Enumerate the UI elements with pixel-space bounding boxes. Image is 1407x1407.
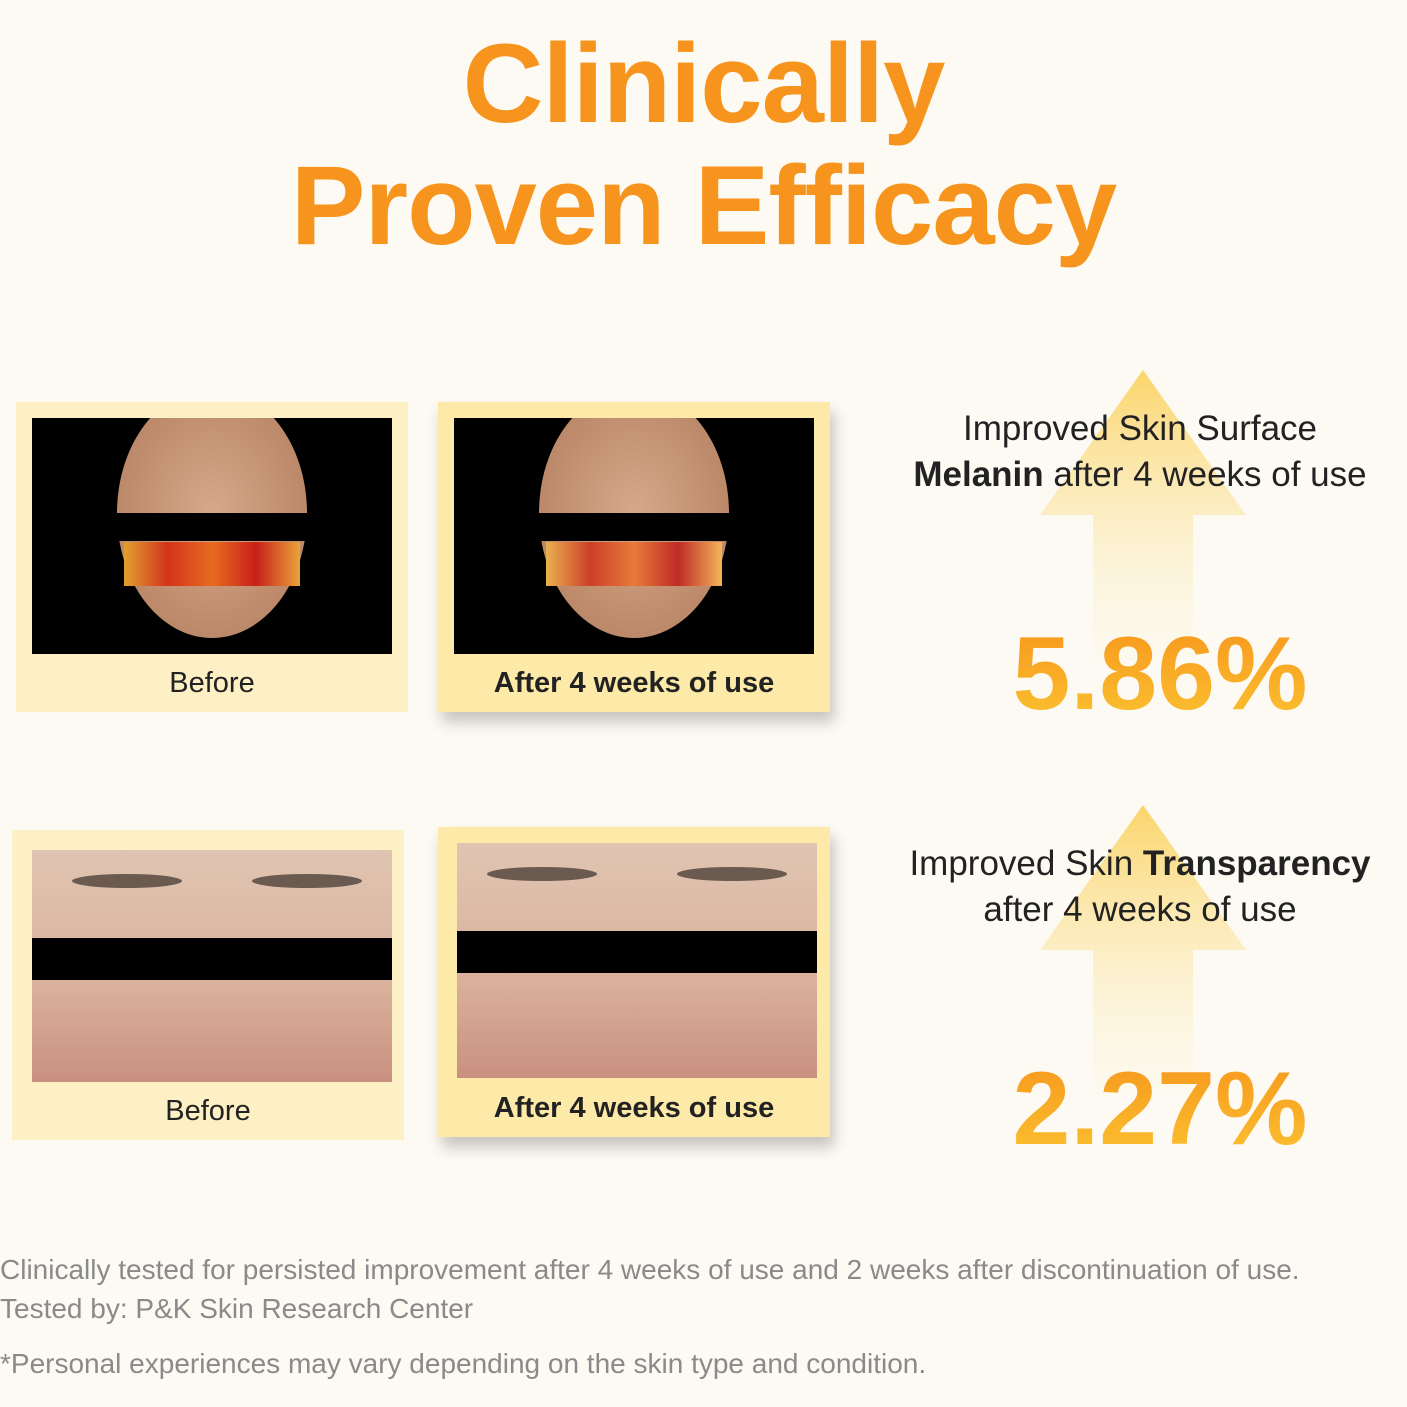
- before-card: Before: [16, 402, 408, 712]
- after-card: After 4 weeks of use: [438, 827, 830, 1137]
- photo: [32, 850, 392, 1082]
- caption: After 4 weeks of use: [493, 667, 775, 699]
- title: Clinically: [462, 21, 946, 146]
- text: Transparency: [1142, 844, 1371, 883]
- title: Proven Efficacy: [290, 143, 1117, 268]
- before-card: Before: [12, 830, 404, 1140]
- footnote: *Personal experiences may vary depending…: [0, 1348, 927, 1379]
- photo: [457, 843, 817, 1078]
- photo: [454, 418, 814, 654]
- text: after 4 weeks of use: [1053, 455, 1367, 494]
- footnote: Tested by: P&K Skin Research Center: [0, 1293, 474, 1324]
- text: Melanin: [913, 455, 1044, 494]
- photo: [32, 418, 392, 654]
- arrow: [1040, 805, 1246, 1095]
- description: Improved Skin Surface Melanin after 4 wee…: [880, 406, 1400, 498]
- text: after 4 weeks of use: [983, 890, 1297, 929]
- arrow: [1040, 370, 1246, 660]
- percentage: 5.86%: [950, 615, 1370, 734]
- caption: Before: [165, 1095, 251, 1127]
- after-card: After 4 weeks of use: [438, 402, 830, 712]
- footnote: Clinically tested for persisted improvem…: [0, 1254, 1300, 1285]
- percentage: 2.27%: [950, 1050, 1370, 1169]
- caption: After 4 weeks of use: [493, 1092, 775, 1124]
- text: Improved Skin: [909, 844, 1134, 883]
- description: Improved Skin Transparency after 4 weeks …: [880, 841, 1400, 933]
- text: Improved Skin Surface: [962, 409, 1318, 448]
- caption: Before: [169, 667, 255, 699]
